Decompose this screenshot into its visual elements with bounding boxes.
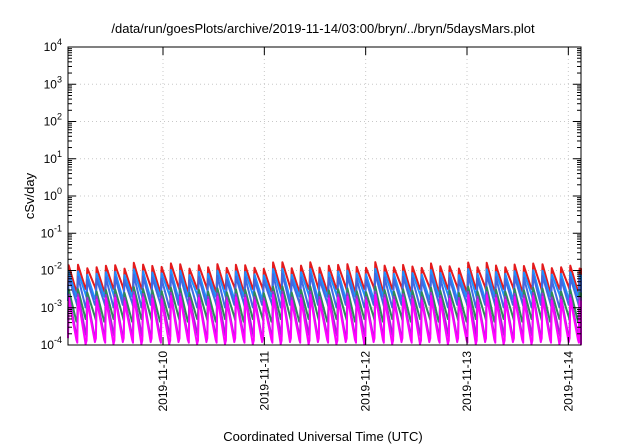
y-tick-label: 104 — [44, 37, 62, 54]
x-tick-label: 2019-11-10 — [156, 351, 170, 412]
x-tick-label: 2019-11-12 — [359, 351, 373, 412]
y-tick-label: 10-2 — [41, 261, 62, 278]
y-axis-label: cSv/day — [22, 172, 37, 219]
x-axis: 2019-11-10 2019-11-11 2019-11-12 2019-11-13… — [156, 47, 575, 412]
series-line — [67, 272, 582, 309]
x-axis-label: Coordinated Universal Time (UTC) — [223, 429, 422, 444]
x-tick-label: 2019-11-14 — [561, 351, 575, 412]
y-tick-label: 10-3 — [41, 298, 62, 315]
chart-title: /data/run/goesPlots/archive/2019-11-14/0… — [111, 21, 535, 36]
y-tick-label: 102 — [44, 112, 62, 129]
y-tick-label: 100 — [44, 186, 62, 203]
y-tick-label: 10-1 — [41, 223, 62, 240]
y-tick-label: 103 — [44, 74, 62, 91]
x-tick-label: 2019-11-13 — [460, 351, 474, 412]
series-line — [67, 293, 582, 346]
y-tick-label: 101 — [44, 149, 62, 166]
series-layer — [67, 261, 582, 346]
y-tick-label: 10-4 — [41, 335, 62, 352]
x-tick-label: 2019-11-11 — [257, 351, 271, 411]
y-axis: 10-4 10-3 10-2 10-1 100 101 102 103 104 — [41, 37, 581, 352]
